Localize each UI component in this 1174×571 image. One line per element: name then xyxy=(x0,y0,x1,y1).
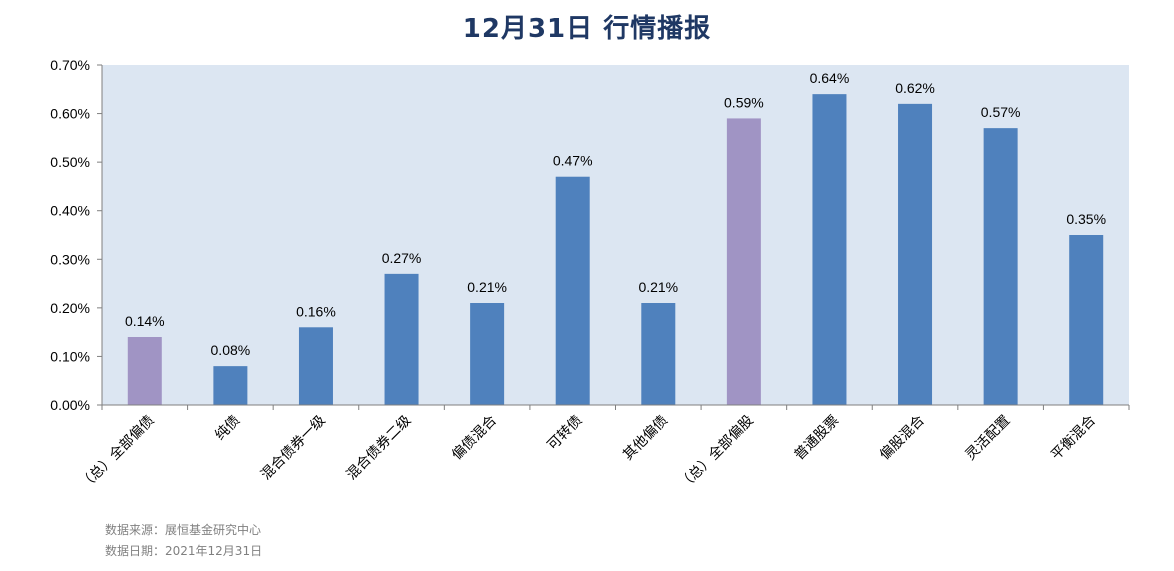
bar xyxy=(127,337,162,405)
bar xyxy=(726,118,761,405)
y-tick-label: 0.40% xyxy=(50,203,90,219)
y-axis: 0.00% 0.10% 0.20% 0.30% 0.40% 0.50% 0.60% 0.70% xyxy=(50,57,103,413)
source-note: 数据来源：展恒基金研究中心 数据日期：2021年12月31日 xyxy=(105,520,262,562)
bar xyxy=(555,176,590,405)
y-tick-label: 0.10% xyxy=(50,348,90,364)
data-label: 0.21% xyxy=(638,279,678,295)
data-label: 0.27% xyxy=(382,250,422,266)
bar xyxy=(983,128,1018,405)
data-label: 0.59% xyxy=(724,94,764,110)
data-label: 0.64% xyxy=(810,70,850,86)
data-label: 0.16% xyxy=(296,303,336,319)
data-label: 0.47% xyxy=(553,153,593,169)
bar-chart: 0.00% 0.10% 0.20% 0.30% 0.40% 0.50% 0.60% 0.70%… xyxy=(50,57,1130,493)
data-label: 0.08% xyxy=(211,342,251,358)
bar xyxy=(213,366,248,405)
y-tick-label: 0.20% xyxy=(50,300,90,316)
category-label: 偏债混合 xyxy=(449,413,500,464)
source-line: 数据来源：展恒基金研究中心 xyxy=(105,523,262,537)
y-tick-label: 0.00% xyxy=(50,397,90,413)
category-label: 偏股混合 xyxy=(877,413,928,464)
bar xyxy=(641,303,676,405)
y-tick-label: 0.60% xyxy=(50,106,90,122)
category-label: 混合债券一级 xyxy=(258,413,329,484)
bar xyxy=(812,94,847,406)
y-tick-label: 0.70% xyxy=(50,57,90,73)
bars: 0.14% 0.08% 0.16% 0.27% 0.21% 0.47% 0.21% 0.59%… xyxy=(125,70,1106,406)
data-label: 0.21% xyxy=(467,279,507,295)
bar xyxy=(898,103,933,405)
category-label: （总）全部偏债 xyxy=(76,412,157,493)
category-label: 灵活配置 xyxy=(963,413,1014,464)
data-label: 0.35% xyxy=(1066,211,1106,227)
bar xyxy=(470,303,505,405)
date-line: 数据日期：2021年12月31日 xyxy=(105,544,263,558)
category-label: （总）全部偏股 xyxy=(675,412,756,493)
plot-background xyxy=(102,65,1129,405)
category-label: 普通股票 xyxy=(791,413,842,464)
category-label: 其他偏债 xyxy=(620,413,671,464)
y-tick-label: 0.30% xyxy=(50,251,90,267)
data-label: 0.14% xyxy=(125,313,165,329)
data-label: 0.57% xyxy=(981,104,1021,120)
y-tick-label: 0.50% xyxy=(50,154,90,170)
bar xyxy=(298,327,333,405)
bar xyxy=(384,273,419,405)
category-label: 纯债 xyxy=(212,413,243,444)
x-axis: （总）全部偏债 纯债 混合债券一级 混合债券二级 偏债混合 可转债 其他偏债 （总）全部偏股普… xyxy=(76,404,1130,493)
data-label: 0.62% xyxy=(895,80,935,96)
category-label: 平衡混合 xyxy=(1048,413,1099,464)
chart-title: 12月31日 行情播报 xyxy=(462,14,712,44)
category-label: 混合债券二级 xyxy=(344,413,415,484)
category-label: 可转债 xyxy=(545,413,586,454)
bar xyxy=(1069,235,1104,405)
